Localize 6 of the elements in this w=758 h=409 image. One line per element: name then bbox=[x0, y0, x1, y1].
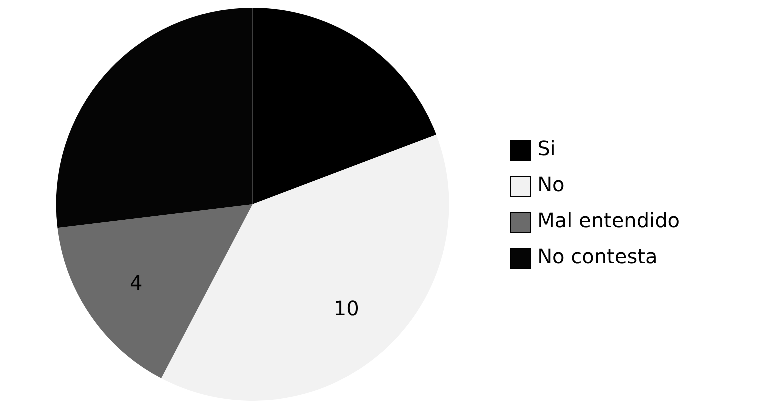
legend-label: Si bbox=[538, 136, 556, 161]
data-label: 10 bbox=[334, 296, 360, 321]
legend-label: No contesta bbox=[538, 244, 658, 269]
legend-label: Mal entendido bbox=[538, 208, 680, 233]
data-label: 4 bbox=[130, 271, 143, 296]
slice-label: No bbox=[538, 172, 565, 197]
